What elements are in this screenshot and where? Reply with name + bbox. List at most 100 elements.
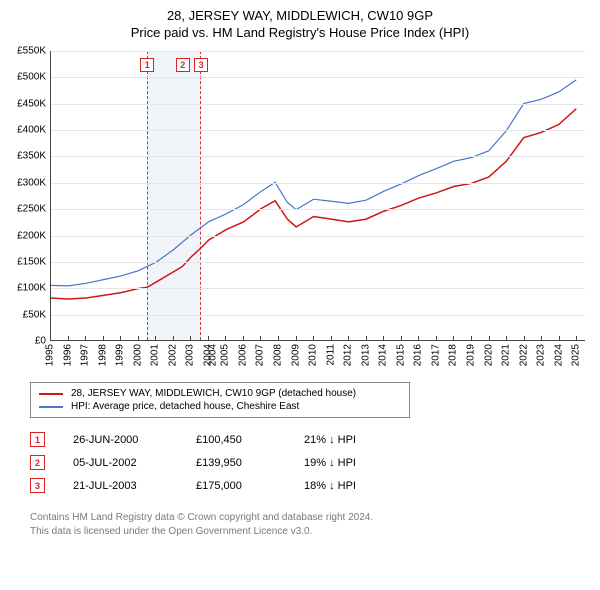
- legend-swatch-price: [39, 393, 63, 395]
- x-axis-label: 1999: [115, 344, 126, 366]
- x-axis-label: 2010: [308, 344, 319, 366]
- sale-price: £175,000: [196, 480, 276, 492]
- y-axis-label: £550K: [10, 46, 46, 57]
- y-axis-label: £350K: [10, 151, 46, 162]
- line-layer: [51, 51, 585, 340]
- x-tick: [190, 336, 191, 340]
- gridline: [51, 262, 585, 263]
- y-axis-label: £150K: [10, 256, 46, 267]
- series-price_paid: [51, 109, 576, 299]
- x-axis-label: 1996: [62, 344, 73, 366]
- x-axis-label: 2002: [167, 344, 178, 366]
- x-axis-label: 2021: [501, 344, 512, 366]
- legend-row: 28, JERSEY WAY, MIDDLEWICH, CW10 9GP (de…: [39, 387, 401, 400]
- x-tick: [471, 336, 472, 340]
- x-tick: [436, 336, 437, 340]
- y-axis-label: £0: [10, 336, 46, 347]
- y-axis-label: £100K: [10, 283, 46, 294]
- x-axis-label: 1997: [80, 344, 91, 366]
- x-axis-label: 1995: [45, 344, 56, 366]
- x-axis-label: 2025: [571, 344, 582, 366]
- x-tick: [103, 336, 104, 340]
- x-axis-label: 2020: [483, 344, 494, 366]
- x-tick: [524, 336, 525, 340]
- y-axis-label: £250K: [10, 204, 46, 215]
- sale-hpi-delta: 18% ↓ HPI: [304, 480, 404, 492]
- y-axis-label: £50K: [10, 309, 46, 320]
- sale-hpi-delta: 19% ↓ HPI: [304, 457, 404, 469]
- x-tick: [278, 336, 279, 340]
- x-tick: [243, 336, 244, 340]
- x-axis-label: 2003: [185, 344, 196, 366]
- x-axis-label: 2016: [413, 344, 424, 366]
- x-tick: [366, 336, 367, 340]
- y-axis-label: £300K: [10, 177, 46, 188]
- sales-table: 1 26-JUN-2000 £100,450 21% ↓ HPI 2 05-JU…: [30, 428, 590, 497]
- x-axis-label: 2009: [290, 344, 301, 366]
- x-axis-label: 2017: [430, 344, 441, 366]
- sale-price: £139,950: [196, 457, 276, 469]
- x-tick: [260, 336, 261, 340]
- x-tick: [383, 336, 384, 340]
- gridline: [51, 77, 585, 78]
- x-tick: [296, 336, 297, 340]
- x-tick: [576, 336, 577, 340]
- sale-date: 05-JUL-2002: [73, 457, 168, 469]
- x-tick: [50, 336, 51, 340]
- sale-marker-1: 1: [30, 432, 45, 447]
- x-tick: [208, 336, 209, 340]
- x-tick: [331, 336, 332, 340]
- chart-container: 28, JERSEY WAY, MIDDLEWICH, CW10 9GP Pri…: [0, 0, 600, 547]
- x-tick: [138, 336, 139, 340]
- x-tick: [313, 336, 314, 340]
- gridline: [51, 51, 585, 52]
- legend-box: 28, JERSEY WAY, MIDDLEWICH, CW10 9GP (de…: [30, 382, 410, 418]
- sale-marker-3: 3: [194, 58, 208, 72]
- legend-row: HPI: Average price, detached house, Ches…: [39, 400, 401, 413]
- table-row: 3 21-JUL-2003 £175,000 18% ↓ HPI: [30, 474, 590, 497]
- sale-hpi-delta: 21% ↓ HPI: [304, 434, 404, 446]
- gridline: [51, 236, 585, 237]
- legend-label-price: 28, JERSEY WAY, MIDDLEWICH, CW10 9GP (de…: [71, 388, 356, 399]
- x-axis-label: 2013: [360, 344, 371, 366]
- x-tick: [348, 336, 349, 340]
- x-axis-label: 2023: [536, 344, 547, 366]
- x-tick: [453, 336, 454, 340]
- footer-line2: This data is licensed under the Open Gov…: [30, 525, 590, 539]
- legend-label-hpi: HPI: Average price, detached house, Ches…: [71, 401, 299, 412]
- table-row: 2 05-JUL-2002 £139,950 19% ↓ HPI: [30, 451, 590, 474]
- x-axis-label: 2018: [448, 344, 459, 366]
- x-tick: [173, 336, 174, 340]
- x-tick: [418, 336, 419, 340]
- gridline: [51, 104, 585, 105]
- title-address: 28, JERSEY WAY, MIDDLEWICH, CW10 9GP: [10, 8, 590, 23]
- gridline: [51, 130, 585, 131]
- x-tick: [155, 336, 156, 340]
- gridline: [51, 288, 585, 289]
- y-axis-label: £200K: [10, 230, 46, 241]
- x-tick: [225, 336, 226, 340]
- plot-region: 123: [50, 51, 585, 341]
- x-axis-label: 2004: [207, 344, 218, 366]
- title-block: 28, JERSEY WAY, MIDDLEWICH, CW10 9GP Pri…: [10, 8, 590, 40]
- x-axis-label: 2022: [518, 344, 529, 366]
- chart-area: 123 £0 £50K £100K £150K £200K £250K £300K £350K…: [10, 46, 590, 376]
- x-tick: [541, 336, 542, 340]
- gridline: [51, 183, 585, 184]
- sale-date: 26-JUN-2000: [73, 434, 168, 446]
- x-axis-label: 2006: [237, 344, 248, 366]
- x-tick: [85, 336, 86, 340]
- x-axis-label: 2024: [553, 344, 564, 366]
- gridline: [51, 315, 585, 316]
- table-row: 1 26-JUN-2000 £100,450 21% ↓ HPI: [30, 428, 590, 451]
- footer-line1: Contains HM Land Registry data © Crown c…: [30, 511, 590, 525]
- sale-marker-1: 1: [140, 58, 154, 72]
- x-tick: [401, 336, 402, 340]
- x-axis-label: 2005: [220, 344, 231, 366]
- sale-date: 21-JUL-2003: [73, 480, 168, 492]
- y-axis-label: £450K: [10, 98, 46, 109]
- x-axis-label: 2007: [255, 344, 266, 366]
- x-axis-label: 2014: [378, 344, 389, 366]
- x-tick: [68, 336, 69, 340]
- x-axis-label: 2012: [343, 344, 354, 366]
